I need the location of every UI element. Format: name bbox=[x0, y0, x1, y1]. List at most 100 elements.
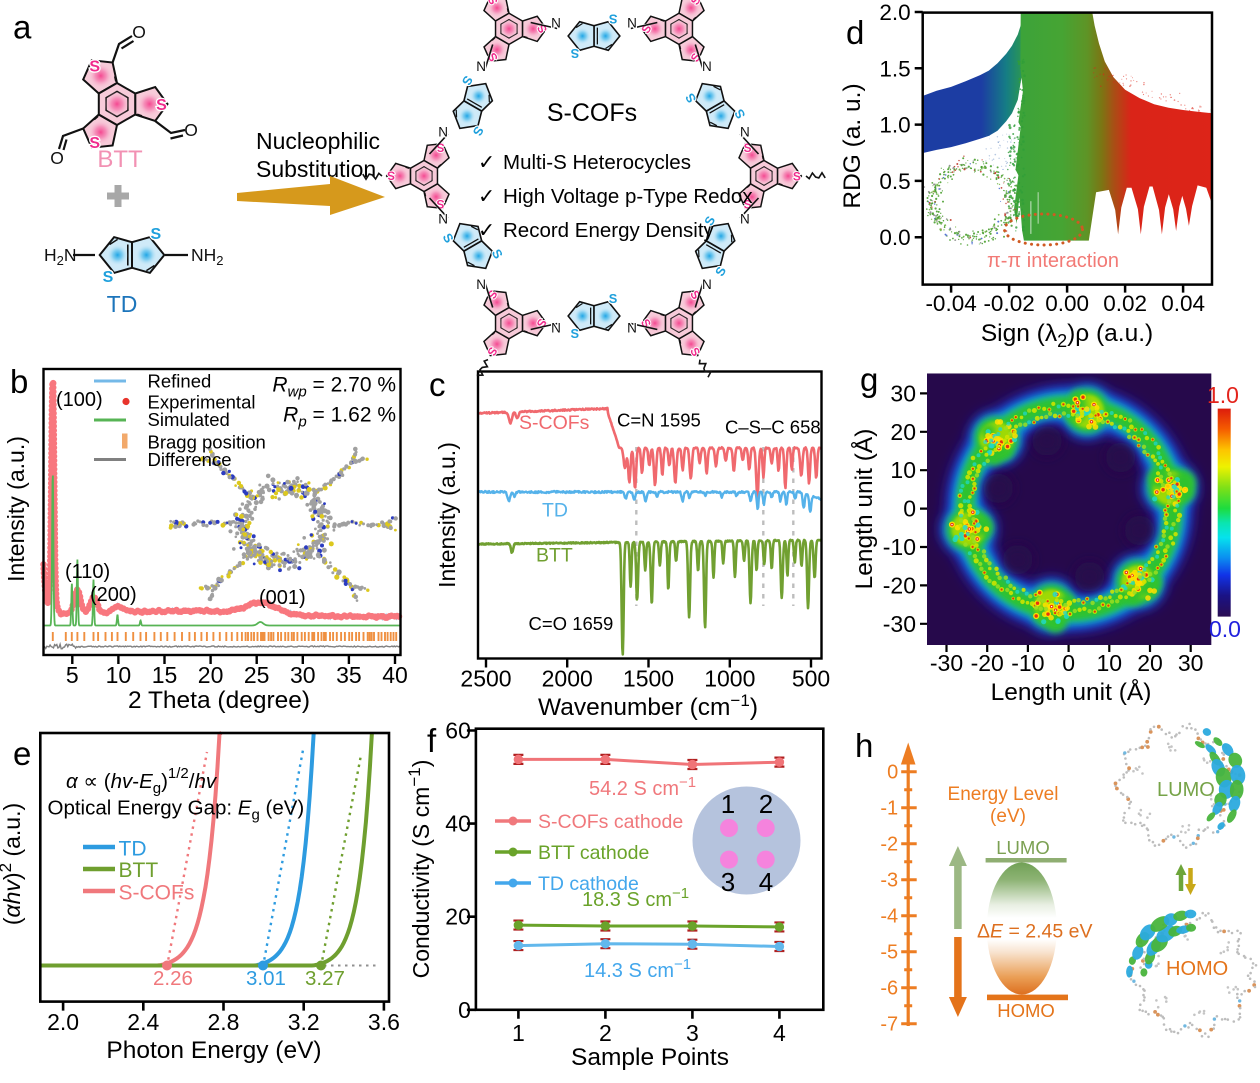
svg-text:18.3 S cm−1: 18.3 S cm−1 bbox=[582, 885, 689, 911]
svg-text:N: N bbox=[438, 211, 448, 226]
svg-text:BTT cathode: BTT cathode bbox=[538, 842, 649, 864]
svg-text:2000: 2000 bbox=[542, 666, 593, 692]
svg-text:d: d bbox=[846, 14, 864, 51]
svg-text:N: N bbox=[702, 59, 712, 74]
svg-text:✓: ✓ bbox=[478, 219, 495, 242]
svg-text:Simulated: Simulated bbox=[148, 409, 230, 430]
svg-text:α ∝ (hv-Eg)1/2/hv: α ∝ (hv-Eg)1/2/hv bbox=[66, 765, 218, 797]
svg-text:(eV): (eV) bbox=[990, 806, 1026, 827]
svg-text:TD: TD bbox=[107, 291, 138, 317]
svg-text:-7: -7 bbox=[880, 1014, 898, 1036]
svg-text:TD: TD bbox=[542, 500, 568, 522]
svg-text:S: S bbox=[436, 197, 444, 211]
svg-text:S: S bbox=[570, 46, 579, 61]
svg-text:Rwp = 2.70 %: Rwp = 2.70 % bbox=[272, 374, 396, 401]
svg-text:-30: -30 bbox=[930, 650, 963, 676]
svg-text:1: 1 bbox=[512, 1020, 525, 1046]
svg-text:S: S bbox=[682, 90, 699, 105]
svg-text:O: O bbox=[184, 120, 198, 140]
svg-text:-20: -20 bbox=[971, 650, 1004, 676]
svg-text:N: N bbox=[702, 277, 712, 292]
svg-text:NH2: NH2 bbox=[191, 245, 224, 268]
svg-text:3.6: 3.6 bbox=[368, 1009, 400, 1035]
svg-text:S: S bbox=[440, 230, 457, 245]
svg-text:C=N 1595: C=N 1595 bbox=[617, 410, 701, 431]
svg-text:S: S bbox=[89, 58, 100, 75]
svg-text:-2: -2 bbox=[880, 834, 898, 856]
svg-text:2.8: 2.8 bbox=[208, 1009, 240, 1035]
svg-text:-10: -10 bbox=[883, 534, 916, 560]
svg-text:Wavenumber (cm−1): Wavenumber (cm−1) bbox=[538, 691, 758, 721]
svg-text:25: 25 bbox=[244, 662, 270, 688]
svg-text:LUMO: LUMO bbox=[996, 837, 1049, 858]
svg-text:a: a bbox=[13, 9, 32, 46]
svg-text:14.3 S cm−1: 14.3 S cm−1 bbox=[584, 956, 691, 982]
svg-text:Multi-S Heterocycles: Multi-S Heterocycles bbox=[503, 151, 691, 174]
svg-text:N: N bbox=[476, 59, 486, 74]
svg-text:N: N bbox=[438, 125, 448, 140]
svg-text:S: S bbox=[744, 141, 752, 155]
svg-text:4: 4 bbox=[773, 1020, 786, 1046]
svg-text:N: N bbox=[551, 16, 561, 31]
svg-text:S-COFs: S-COFs bbox=[519, 412, 590, 434]
svg-text:S: S bbox=[609, 11, 618, 26]
svg-text:-5: -5 bbox=[880, 942, 898, 964]
svg-text:0.5: 0.5 bbox=[879, 169, 910, 194]
svg-text:2 Theta (degree): 2 Theta (degree) bbox=[128, 687, 310, 714]
svg-text:Length unit (Å): Length unit (Å) bbox=[850, 429, 878, 590]
svg-text:S: S bbox=[793, 169, 801, 183]
svg-text:N: N bbox=[551, 320, 561, 335]
svg-text:60: 60 bbox=[445, 718, 471, 744]
svg-text:S: S bbox=[609, 291, 618, 306]
svg-text:HOMO: HOMO bbox=[997, 1000, 1055, 1021]
svg-text:-30: -30 bbox=[883, 611, 916, 637]
svg-text:Optical Energy Gap: Eg (eV): Optical Energy Gap: Eg (eV) bbox=[48, 797, 305, 824]
svg-text:N: N bbox=[627, 16, 637, 31]
svg-text:Sample Points: Sample Points bbox=[571, 1044, 729, 1071]
svg-text:BTT: BTT bbox=[119, 859, 159, 882]
svg-text:N: N bbox=[740, 125, 750, 140]
svg-text:Energy Level: Energy Level bbox=[948, 784, 1059, 805]
svg-text:Experimental: Experimental bbox=[148, 392, 256, 413]
svg-text:S-COFs cathode: S-COFs cathode bbox=[538, 811, 683, 833]
svg-text:Sign (λ2)ρ (a.u.): Sign (λ2)ρ (a.u.) bbox=[981, 320, 1153, 351]
svg-text:ΔE = 2.45 eV: ΔE = 2.45 eV bbox=[977, 921, 1093, 943]
svg-text:S: S bbox=[387, 169, 395, 183]
svg-text:1.5: 1.5 bbox=[879, 56, 910, 81]
svg-text:Nucleophilic: Nucleophilic bbox=[256, 128, 380, 154]
svg-text:H2N: H2N bbox=[44, 245, 77, 268]
svg-text:S: S bbox=[731, 106, 748, 121]
svg-text:35: 35 bbox=[336, 662, 362, 688]
svg-text:0.04: 0.04 bbox=[1161, 291, 1205, 316]
svg-text:2.26: 2.26 bbox=[153, 967, 193, 990]
svg-text:30: 30 bbox=[890, 380, 916, 406]
svg-text:1.0: 1.0 bbox=[1207, 382, 1239, 408]
svg-text:-0.04: -0.04 bbox=[925, 291, 976, 316]
svg-text:S: S bbox=[150, 226, 161, 243]
svg-text:S: S bbox=[89, 135, 100, 152]
svg-text:N: N bbox=[476, 277, 486, 292]
svg-text:0: 0 bbox=[458, 997, 471, 1023]
svg-text:5: 5 bbox=[66, 662, 79, 688]
svg-text:N: N bbox=[740, 211, 750, 226]
svg-text:10: 10 bbox=[106, 662, 132, 688]
svg-text:(αhv)2 (a.u.): (αhv)2 (a.u.) bbox=[0, 803, 25, 925]
svg-text:3: 3 bbox=[721, 867, 735, 897]
svg-text:S-COFs: S-COFs bbox=[119, 882, 195, 905]
svg-text:Photon Energy (eV): Photon Energy (eV) bbox=[106, 1037, 321, 1064]
svg-text:C=O 1659: C=O 1659 bbox=[529, 613, 614, 634]
svg-text:Length unit (Å): Length unit (Å) bbox=[991, 678, 1152, 706]
svg-text:c: c bbox=[429, 366, 446, 403]
svg-text:Bragg position: Bragg position bbox=[148, 432, 266, 453]
svg-text:(001): (001) bbox=[259, 587, 306, 609]
svg-text:TD: TD bbox=[119, 838, 147, 861]
svg-text:40: 40 bbox=[445, 811, 471, 837]
svg-text:0: 0 bbox=[1062, 650, 1075, 676]
svg-text:54.2 S cm−1: 54.2 S cm−1 bbox=[589, 774, 696, 800]
svg-text:e: e bbox=[13, 735, 31, 772]
svg-text:Record Energy Density: Record Energy Density bbox=[503, 219, 715, 242]
svg-text:0.0: 0.0 bbox=[879, 225, 910, 250]
svg-text:TD cathode: TD cathode bbox=[538, 873, 639, 895]
svg-text:(110): (110) bbox=[65, 561, 110, 583]
svg-text:-10: -10 bbox=[1011, 650, 1044, 676]
